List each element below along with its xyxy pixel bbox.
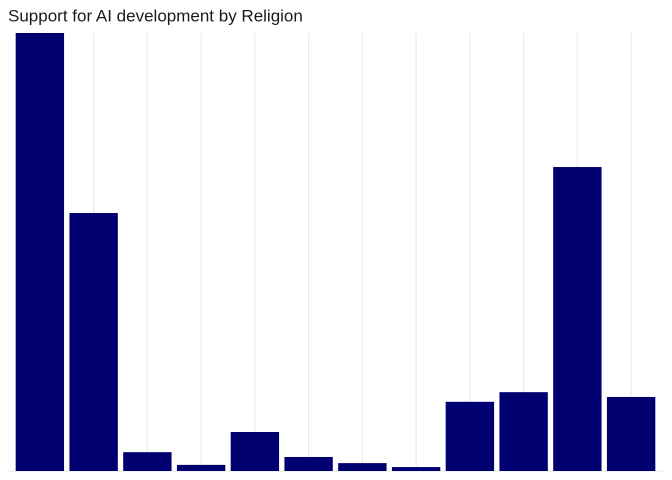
bar <box>15 33 65 471</box>
bar <box>69 213 118 471</box>
bar <box>553 167 602 471</box>
bar <box>123 452 172 471</box>
bar <box>284 456 333 471</box>
bar <box>445 401 495 471</box>
bar <box>176 464 226 471</box>
bar <box>391 467 441 471</box>
bar <box>606 396 656 471</box>
bar <box>499 392 548 471</box>
bar <box>230 432 280 471</box>
chart-title: Support for AI development by Religion <box>8 6 303 25</box>
bar <box>338 463 387 471</box>
